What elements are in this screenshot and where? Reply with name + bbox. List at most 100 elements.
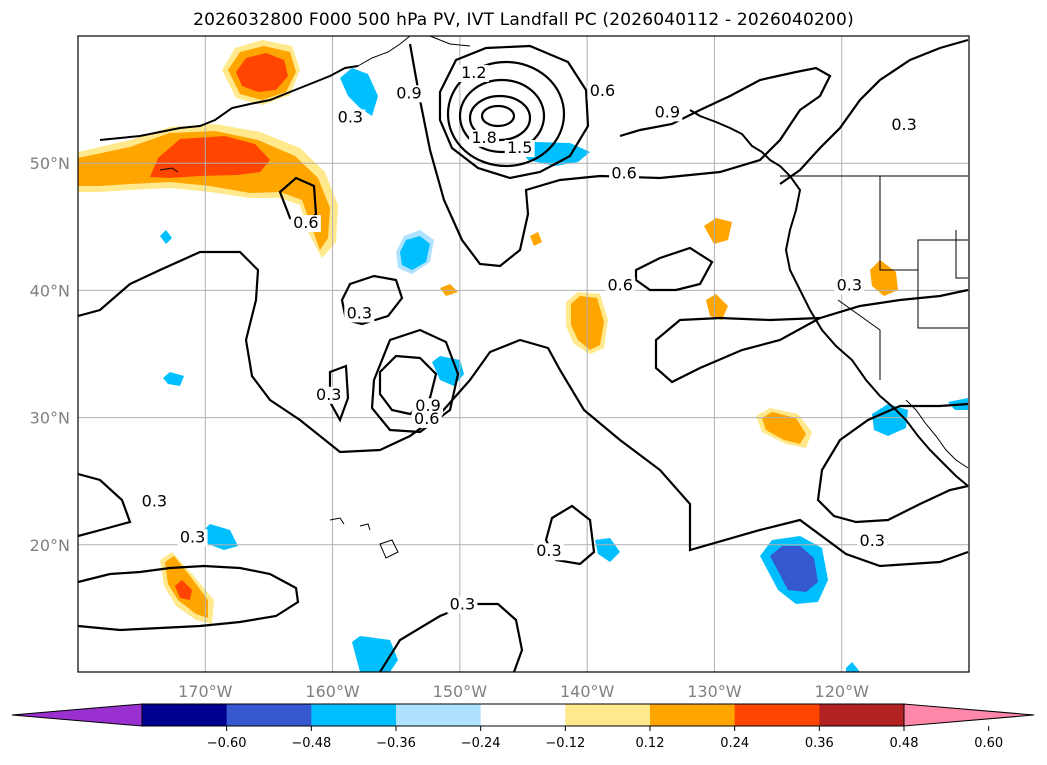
- shade-orange-small-1: [704, 218, 732, 244]
- pv-contour-labels: 1.20.91.81.50.60.90.60.3 0.30.60.6 0.30.30…: [139, 63, 920, 614]
- lat-tick-label: 50°N: [30, 154, 70, 173]
- contour-label-bg: [834, 277, 865, 295]
- contour-label-bg: [652, 104, 683, 122]
- contour-label-bg: [447, 596, 478, 614]
- contour-label: 0.6: [590, 81, 615, 100]
- contour-label: 0.3: [837, 275, 862, 294]
- shade-aleutian-band: [78, 124, 338, 258]
- contour-label: 0.9: [415, 396, 440, 415]
- contour-label: 0.3: [860, 531, 885, 550]
- contour-label-bg: [335, 109, 366, 127]
- colorbar-tick-label: 0.12: [636, 736, 665, 751]
- contour-label-bg: [290, 215, 321, 233]
- contour-label: 0.3: [450, 595, 475, 614]
- contour-label-bg: [177, 529, 208, 547]
- lon-tick-label: 120°W: [815, 682, 870, 701]
- colorbar-tick-label: −0.60: [207, 736, 247, 751]
- contour-label-bg: [533, 543, 564, 561]
- lon-tick-label: 170°W: [178, 682, 233, 701]
- colorbar-outline: [141, 703, 905, 727]
- pc-shading: [78, 40, 968, 672]
- contour-label: 0.3: [347, 303, 372, 322]
- shade-blue-9: [872, 404, 908, 436]
- contour-label: 1.2: [461, 63, 486, 82]
- shade-blue-5: [163, 372, 184, 386]
- contour-label-bg: [504, 140, 535, 158]
- shade-blue-11: [160, 230, 172, 244]
- colorbar-swatch: [650, 704, 736, 726]
- contour-label: 0.9: [396, 83, 421, 102]
- shade-gulf-alaska-west: [222, 40, 300, 105]
- shade-blue-1: [340, 68, 378, 116]
- contour-label-bg: [605, 277, 636, 295]
- contour-label-bg: [587, 82, 618, 100]
- lon-tick-label: 130°W: [687, 682, 742, 701]
- map-gridlines: [78, 36, 969, 672]
- longitude-labels: 170°W 160°W 150°W 140°W 130°W 120°W: [178, 682, 869, 701]
- map-title: 2026032800 F000 500 hPa PV, IVT Landfall…: [193, 10, 854, 30]
- contour-label-bg: [344, 305, 375, 323]
- contour-label: 0.3: [536, 541, 561, 560]
- lon-tick-label: 160°W: [305, 682, 360, 701]
- pv-contours: [78, 38, 969, 672]
- shade-orange-hawaii-west: [160, 552, 214, 624]
- colorbar: −0.60 −0.48 −0.36 −0.24 −0.12 0.12 0.24 0.36 0.4…: [11, 703, 1035, 751]
- contour-label: 0.6: [414, 409, 439, 428]
- lat-tick-label: 20°N: [30, 536, 70, 555]
- colorbar-swatch: [734, 704, 820, 726]
- shade-blue-small-12: [846, 662, 860, 672]
- lon-tick-label: 150°W: [433, 682, 488, 701]
- contour-label: 0.3: [891, 115, 916, 134]
- lat-tick-label: 40°N: [30, 281, 70, 300]
- colorbar-tick-label: −0.24: [461, 736, 501, 751]
- contour-label: 0.9: [655, 102, 680, 121]
- contour-label-bg: [139, 493, 170, 511]
- colorbar-swatch: [142, 704, 228, 726]
- latitude-labels: 20°N 30°N 40°N 50°N: [30, 154, 70, 555]
- contour-label-bg: [313, 386, 344, 404]
- shade-orange-small-5: [530, 232, 542, 246]
- colorbar-swatch: [226, 704, 312, 726]
- contour-label: 0.6: [608, 275, 633, 294]
- contour-label: 1.5: [507, 138, 532, 157]
- contour-label-bg: [609, 165, 640, 183]
- contour-label-bg: [411, 410, 442, 428]
- colorbar-tick-label: 0.36: [805, 736, 834, 751]
- shade-blue-2: [520, 142, 590, 166]
- shade-blue-3b: [400, 236, 430, 270]
- colorbar-tick-label: −0.36: [376, 736, 416, 751]
- contour-label-bg: [889, 117, 920, 135]
- colorbar-tick-label: 0.24: [720, 736, 749, 751]
- lat-tick-label: 30°N: [30, 409, 70, 428]
- shade-orange-small-3: [870, 260, 898, 296]
- colorbar-tick-label: 0.60: [974, 736, 1003, 751]
- contour-label-bg: [393, 85, 424, 103]
- shade-blue-4: [432, 356, 464, 386]
- contour-label-bg: [857, 533, 888, 551]
- colorbar-extend-high: [903, 703, 1035, 727]
- colorbar-swatch: [480, 704, 566, 726]
- map-frame: [77, 35, 970, 673]
- coastlines: [99, 36, 969, 559]
- shade-orange-small-2: [706, 294, 728, 320]
- lon-tick-label: 140°W: [560, 682, 615, 701]
- colorbar-swatch: [819, 704, 905, 726]
- contour-label: 0.6: [611, 163, 636, 182]
- contour-label-bg: [458, 64, 489, 82]
- colorbar-swatch: [565, 704, 651, 726]
- contour-label: 0.3: [180, 527, 205, 546]
- colorbar-tick-label: −0.12: [545, 736, 585, 751]
- colorbar-extend-low: [11, 703, 143, 727]
- colorbar-tick-label: 0.48: [890, 736, 919, 751]
- contour-label: 0.3: [338, 107, 363, 126]
- contour-label: 0.6: [293, 213, 318, 232]
- contour-label-bg: [469, 129, 500, 147]
- shade-orange-28n: [756, 408, 812, 448]
- shade-blue-7: [595, 538, 620, 562]
- colorbar-swatch: [396, 704, 482, 726]
- contour-label: 0.3: [142, 492, 167, 511]
- shade-low-pacific-se: [760, 536, 828, 604]
- colorbar-swatch: [311, 704, 397, 726]
- shade-blue-6: [202, 524, 238, 550]
